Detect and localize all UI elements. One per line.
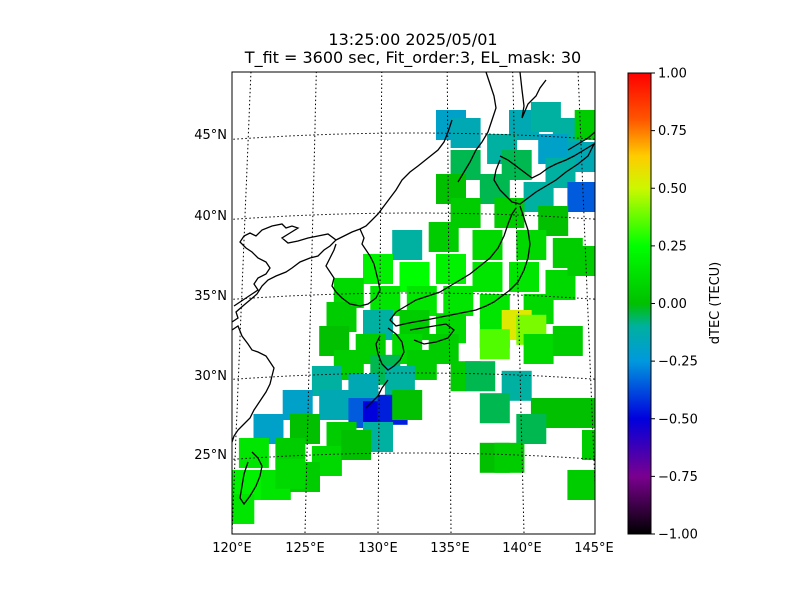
y-tick-label: 30°N	[194, 369, 227, 384]
coast-sakhalin-east	[519, 72, 547, 119]
coast-korea-north	[335, 119, 453, 241]
coast-kyushu	[375, 327, 405, 371]
dtec-cell	[552, 398, 583, 428]
colorbar-label: dTEC (TECU)	[708, 262, 723, 345]
x-tick-label: 130°E	[358, 541, 398, 556]
y-axis-labels: 25°N 30°N 35°N 40°N 45°N	[194, 128, 227, 463]
dtec-cell	[341, 430, 372, 460]
chart-title: 13:25:00 2025/05/01	[328, 30, 498, 49]
dtec-cell	[582, 398, 595, 428]
colorbar-tick-label: −0.75	[658, 470, 698, 485]
dtec-cell	[516, 230, 547, 260]
parallel-line	[232, 372, 595, 380]
coast-sakhalin	[457, 72, 497, 183]
coast-hokkaido	[493, 142, 595, 205]
meridian-line	[377, 72, 383, 534]
dtec-cell	[567, 246, 595, 276]
coast-china-east	[232, 325, 275, 443]
colorbar-tick-label: −1.00	[658, 528, 698, 543]
dtec-cell	[516, 414, 547, 444]
coast-shikoku	[409, 323, 455, 345]
coast-korean-peninsula	[325, 228, 381, 307]
y-tick-label: 35°N	[194, 289, 227, 304]
dtec-cells	[232, 102, 595, 524]
dtec-cell	[275, 458, 306, 489]
y-tick-label: 40°N	[194, 209, 227, 224]
coast-taiwan	[239, 451, 263, 506]
dtec-cell	[465, 361, 496, 392]
x-tick-label: 140°E	[502, 541, 542, 556]
graticule	[232, 72, 595, 534]
coastlines	[232, 72, 595, 506]
dtec-cell	[479, 329, 510, 360]
meridian-line	[512, 72, 525, 534]
parallel-line	[232, 292, 595, 300]
dtec-cell	[494, 198, 525, 228]
dtec-cell	[472, 230, 503, 260]
colorbar-tick-label: 0.25	[658, 239, 687, 254]
dtec-cell	[232, 494, 255, 524]
dtec-cell	[428, 222, 459, 252]
y-tick-label: 25°N	[194, 448, 227, 463]
coast-asia-mainland	[232, 223, 337, 323]
dtec-cell	[319, 390, 350, 420]
colorbar-tick-label: 0.50	[658, 182, 687, 197]
colorbar-tick-label: 0.00	[658, 297, 687, 312]
x-axis-labels: 120°E 125°E 130°E 135°E 140°E 145°E	[212, 541, 614, 556]
dtec-cell	[472, 262, 503, 292]
x-tick-label: 120°E	[212, 541, 252, 556]
coast-ryukyu	[365, 379, 389, 409]
dtec-cell	[479, 393, 510, 424]
parallel-line	[232, 132, 595, 140]
y-tick-label: 45°N	[194, 128, 227, 143]
colorbar-ticks: 1.00 0.75 0.50 0.25 0.00 −0.25 −0.50 −0.75 −1.00	[651, 67, 698, 543]
dtec-cell	[552, 326, 583, 356]
coast-kamchatka-kurils	[567, 131, 595, 151]
meridian-line	[446, 72, 452, 534]
x-tick-label: 135°E	[430, 541, 470, 556]
dtec-cell	[494, 442, 525, 473]
dtec-cell	[582, 430, 595, 460]
colorbar-tick-label: −0.25	[658, 355, 698, 370]
dtec-cell	[392, 390, 423, 420]
x-tick-label: 125°E	[285, 541, 325, 556]
x-tick-label: 145°E	[574, 541, 614, 556]
parallel-line	[232, 452, 595, 460]
colorbar-tick-label: −0.50	[658, 412, 698, 427]
dtec-cell	[392, 230, 423, 260]
meridian-line	[304, 72, 317, 534]
colorbar-tick-label: 0.75	[658, 124, 687, 139]
map-frame	[231, 71, 596, 535]
colorbar-tick-label: 1.00	[658, 67, 687, 82]
dtec-cell	[509, 262, 539, 292]
dtec-cell	[574, 110, 595, 140]
coast-honshu	[389, 205, 531, 327]
colorbar	[627, 72, 652, 535]
dtec-cell	[523, 334, 554, 364]
dtec-cell	[567, 182, 595, 212]
dtec-cell	[567, 470, 595, 500]
parallel-line	[232, 212, 595, 220]
meridian-line	[577, 72, 595, 497]
chart-subtitle: T_fit = 3600 sec, Fit_order:3, EL_mask: …	[244, 48, 582, 67]
